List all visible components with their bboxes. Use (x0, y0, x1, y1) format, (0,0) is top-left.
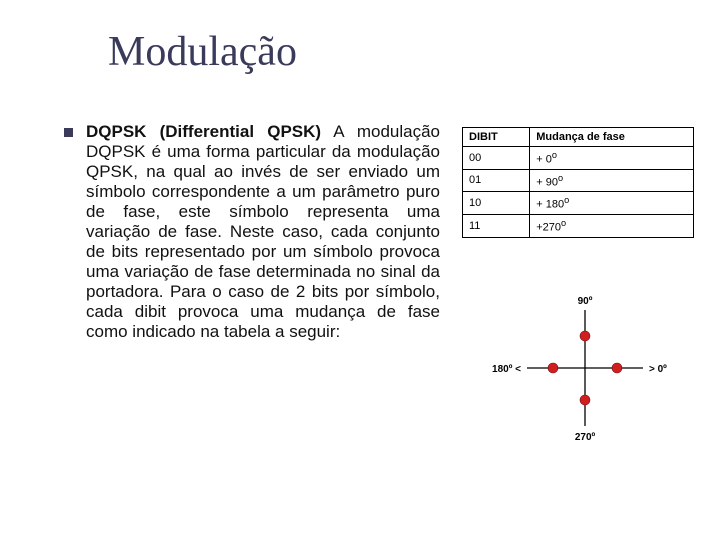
table-cell: 11 (463, 214, 530, 237)
table-cell: 10 (463, 192, 530, 215)
bullet-icon (64, 128, 73, 137)
table-header-phase: Mudança de fase (530, 128, 694, 147)
svg-text:90º: 90º (578, 296, 593, 307)
table-cell: + 90o (530, 169, 694, 192)
table-cell: + 180o (530, 192, 694, 215)
table-cell: 00 (463, 147, 530, 170)
table-cell: 01 (463, 169, 530, 192)
svg-text:> 0º: > 0º (649, 364, 667, 375)
body-paragraph: DQPSK (Differential QPSK) A modulação DQ… (86, 122, 440, 343)
slide-title: Modulação (108, 28, 297, 76)
body-text: A modulação DQPSK é uma forma particular… (86, 122, 440, 341)
table-header-dibit: DIBIT (463, 128, 530, 147)
table-row: 00 + 0o (463, 147, 694, 170)
table-row: 01 + 90o (463, 169, 694, 192)
phase-table: DIBIT Mudança de fase 00 + 0o 01 + 90o 1… (462, 127, 694, 238)
table-row: 11 +270o (463, 214, 694, 237)
table-cell: +270o (530, 214, 694, 237)
svg-text:270º: 270º (575, 432, 596, 443)
table-cell: + 0o (530, 147, 694, 170)
table-row: 10 + 180o (463, 192, 694, 215)
body-heading: DQPSK (Differential QPSK) (86, 122, 321, 141)
svg-text:180º <: 180º < (492, 364, 521, 375)
constellation-diagram: 90º > 0º 270º 180º < (470, 268, 700, 468)
